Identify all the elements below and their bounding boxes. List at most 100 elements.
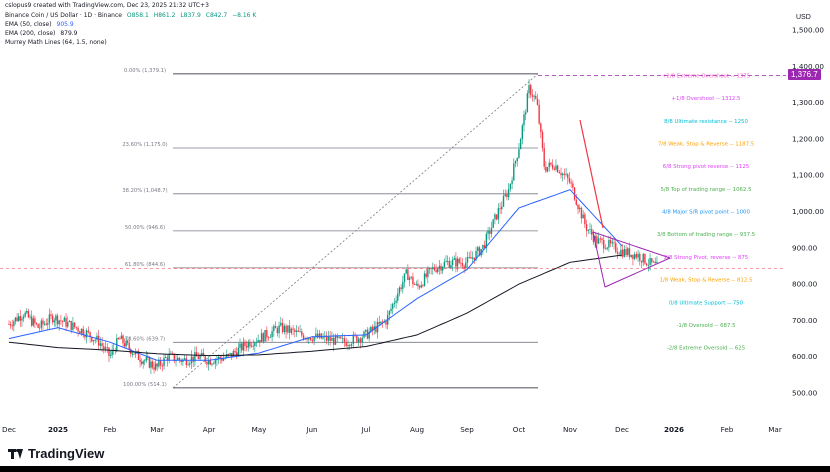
candle-body — [194, 352, 196, 362]
candle-body — [448, 260, 450, 268]
candle-body — [640, 260, 643, 263]
publish-text: cslopus9 created with TradingView.com, D… — [5, 2, 209, 9]
candle-body — [136, 351, 138, 352]
murrey-label: Murrey Math Lines (64, 1.5, none) — [5, 39, 107, 46]
candle-body — [580, 207, 583, 219]
candle-body — [649, 258, 651, 265]
candle-body — [322, 337, 324, 339]
candle-body — [577, 204, 579, 210]
candle-body — [249, 341, 251, 347]
candle-body — [111, 349, 113, 355]
legend-murrey[interactable]: Murrey Math Lines (64, 1.5, none) — [5, 39, 110, 46]
candle-body — [68, 320, 71, 322]
candle-body — [446, 260, 449, 262]
candle-body — [458, 258, 460, 263]
candle-body — [371, 326, 374, 331]
candle-body — [618, 253, 620, 255]
candle-body — [359, 338, 362, 343]
candle-body — [58, 320, 60, 325]
candle-body — [185, 358, 188, 365]
candle-body — [395, 300, 397, 303]
candle-body — [315, 333, 317, 337]
legend-ema200[interactable]: EMA (200, close) 879.9 — [5, 30, 81, 37]
candle-body — [536, 98, 539, 105]
candle-body — [97, 335, 100, 346]
candle-body — [422, 285, 424, 287]
candle-body — [465, 262, 467, 268]
candle-body — [440, 265, 442, 271]
candle-body — [60, 320, 62, 322]
candle-body — [415, 283, 417, 285]
candle-body — [177, 357, 179, 361]
candle-body — [463, 266, 465, 268]
candle-body — [528, 85, 530, 94]
time-axis-label: Dec — [615, 425, 629, 434]
price-axis-tick: 1,200.00 — [792, 134, 824, 143]
candle-body — [144, 360, 146, 362]
legend-ema50[interactable]: EMA (50, close) 905.9 — [5, 21, 77, 28]
candle-body — [333, 337, 335, 345]
candle-body — [72, 322, 74, 330]
murrey-level-label: 3/8 Bottom of trading range -- 937.5 — [657, 232, 755, 238]
candle-body — [94, 339, 96, 341]
candle-body — [153, 367, 155, 370]
tradingview-logo[interactable]: TradingView — [8, 446, 104, 461]
candle-body — [331, 337, 333, 341]
candle-body — [599, 238, 602, 240]
candle-body — [490, 227, 493, 234]
candle-body — [192, 356, 194, 362]
candle-body — [538, 104, 540, 124]
candle-body — [13, 321, 15, 327]
candle-body — [418, 286, 421, 288]
candle-body — [368, 331, 370, 339]
candle-body — [123, 343, 126, 347]
candle-body — [412, 276, 414, 285]
candle-body — [234, 351, 236, 353]
candle-body — [55, 315, 57, 321]
candle-body — [433, 267, 436, 271]
candle-body — [499, 208, 501, 210]
candle-body — [92, 340, 95, 342]
candle-body — [325, 335, 328, 341]
candle-body — [611, 242, 614, 244]
ohlc-close: C842.7 — [205, 12, 228, 19]
candle-body — [531, 94, 534, 97]
candle-body — [96, 335, 98, 340]
candle-body — [541, 132, 544, 149]
candle-body — [313, 336, 315, 342]
candle-body — [8, 324, 10, 325]
candle-body — [483, 244, 486, 249]
candle-body — [77, 327, 79, 332]
candle-body — [137, 351, 140, 360]
candle-body — [154, 363, 157, 370]
candle-body — [302, 335, 305, 340]
murrey-level-label: 7/8 Weak, Stop & Reverse -- 1187.5 — [658, 141, 754, 147]
candle-body — [556, 165, 559, 173]
ema200-line — [8, 254, 623, 357]
candle-body — [254, 342, 256, 347]
candle-body — [548, 162, 550, 168]
candle-body — [199, 355, 201, 359]
candle-body — [521, 125, 524, 140]
candle-body — [551, 164, 554, 169]
candle-body — [604, 248, 607, 250]
candle-body — [22, 316, 25, 319]
candle-body — [632, 254, 634, 260]
price-axis-tick: 1,000.00 — [792, 207, 824, 216]
candle-body — [280, 322, 282, 326]
candle-body — [596, 236, 598, 244]
candle-body — [288, 325, 291, 333]
candle-body — [34, 318, 36, 324]
candle-body — [392, 303, 394, 309]
candle-body — [603, 239, 605, 249]
candle-body — [297, 330, 300, 332]
candle-body — [227, 354, 230, 355]
candle-body — [450, 264, 452, 268]
candle-body — [89, 331, 91, 338]
candle-body — [585, 224, 588, 231]
candle-body — [311, 340, 314, 342]
price-axis-tick: 900.00 — [792, 243, 818, 252]
candle-body — [560, 173, 562, 176]
candle-body — [262, 333, 265, 342]
